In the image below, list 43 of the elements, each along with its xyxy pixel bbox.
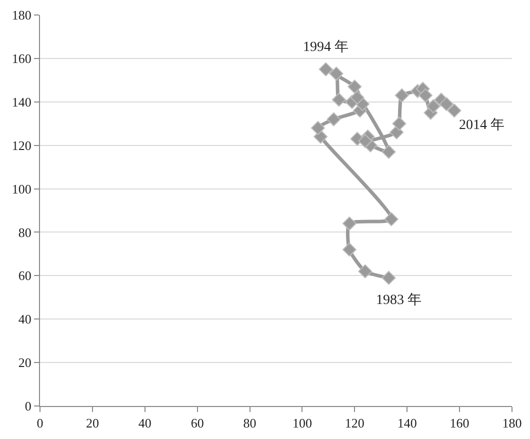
y-tick-label: 120 — [12, 138, 32, 153]
point — [392, 116, 406, 131]
x-tick-label: 180 — [502, 416, 522, 431]
point — [382, 144, 396, 159]
point — [358, 264, 372, 278]
y-tick-label: 100 — [12, 181, 32, 196]
y-tick-label: 180 — [12, 8, 32, 23]
point — [342, 216, 356, 231]
point — [310, 120, 325, 135]
point — [342, 242, 356, 257]
annotation: 1983 年 — [376, 292, 422, 308]
point — [447, 104, 462, 118]
point — [439, 97, 454, 112]
x-tick-label: 160 — [450, 416, 470, 431]
point — [332, 92, 346, 107]
x-tick-label: 0 — [36, 416, 44, 431]
point — [384, 212, 398, 226]
point — [418, 88, 432, 102]
y-tick-label: 60 — [18, 268, 32, 284]
x-tick-label: 60 — [190, 416, 204, 431]
y-tick-label: 140 — [12, 94, 32, 110]
y-tick-label: 160 — [12, 50, 32, 66]
point — [394, 88, 409, 102]
point — [382, 270, 396, 285]
x-tick-label: 20 — [86, 416, 99, 431]
x-tick-label: 120 — [344, 416, 364, 431]
y-tick-label: 20 — [18, 355, 32, 370]
annotation: 1994 年 — [303, 39, 348, 55]
x-tick-label: 40 — [138, 416, 152, 431]
point — [358, 134, 372, 148]
point — [348, 80, 362, 94]
x-tick-label: 100 — [292, 416, 312, 431]
y-tick-label: 80 — [18, 224, 32, 240]
point — [426, 99, 440, 114]
x-tick-label: 80 — [243, 416, 256, 431]
point — [329, 66, 344, 81]
y-tick-label: 40 — [18, 312, 32, 327]
y-tick-label: 0 — [24, 398, 32, 414]
point — [350, 90, 364, 105]
annotation: 2014 年 — [459, 117, 504, 133]
x-tick-label: 140 — [397, 416, 417, 431]
point — [326, 112, 341, 126]
point — [318, 62, 333, 76]
